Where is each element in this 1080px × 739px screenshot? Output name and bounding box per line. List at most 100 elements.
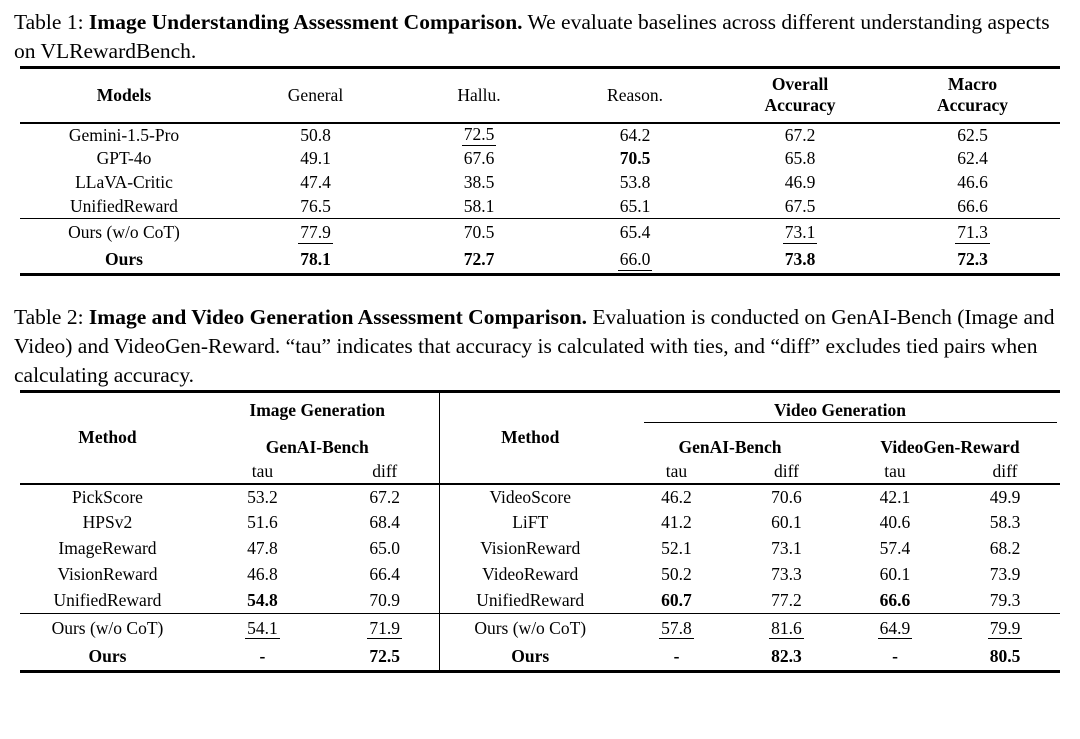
underlined-value: 71.9 [367,617,403,640]
cell-hallu: 72.7 [463,249,495,270]
cell-method: UnifiedReward [53,589,162,610]
cell-diff: 71.9 [329,613,441,643]
cell-reason: 70.5 [619,148,651,169]
cell-diff: 73.1 [771,538,802,559]
table2-group-image-generation: Image Generation [194,391,441,428]
underlined-value: 77.9 [298,221,333,244]
table1-ours: Ours (w/o CoT) 77.9 70.5 65.4 73.1 71.3 … [20,219,1060,275]
table1-col-hallu: Hallu. [457,84,501,105]
cell-general: 50.8 [300,124,331,145]
cell-macro: 46.6 [957,172,988,193]
cell-reason: 53.8 [619,172,651,193]
cell-general: 47.4 [300,172,331,193]
cell-tau: 46.2 [661,486,692,507]
cell-diff: 49.9 [989,486,1021,507]
cell-diff: 60.1 [771,512,802,533]
table-row: HPSv2 51.6 68.4 LiFT 41.2 60.1 40.6 58.3 [20,509,1060,536]
cell-model: UnifiedReward [70,195,178,216]
underlined-value: 72.5 [461,124,497,146]
table1-col-macro: Macro Accuracy [885,68,1060,123]
table2-group-video-generation: Video Generation [620,392,1060,428]
cell-method: Ours (w/o CoT) [474,617,587,638]
cell-tau: 46.8 [247,564,278,585]
cell-tau: 54.8 [247,589,278,610]
underlined-value: 81.6 [769,617,804,640]
cell-hallu: 67.6 [463,148,495,169]
cell-overall: 46.9 [784,172,816,193]
cell-diff: 65.0 [329,535,441,562]
table-row: Ours (w/o CoT) 77.9 70.5 65.4 73.1 71.3 [20,219,1060,247]
table2-bench-videogen-reward: VideoGen-Reward [880,436,1020,457]
table-row: PickScore 53.2 67.2 VideoScore 46.2 70.6… [20,483,1060,510]
cell-tau: 66.6 [879,589,911,610]
cell-macro: 66.6 [957,195,988,216]
cell-model: GPT-4o [96,148,152,169]
cell-method: HPSv2 [82,512,133,533]
table-row: GPT-4o 49.1 67.6 70.5 65.8 62.4 [20,147,1060,171]
table-row: Gemini-1.5-Pro 50.8 72.5 64.2 67.2 62.5 [20,123,1060,147]
cell-method: VisionReward [57,564,158,585]
cell-model: Ours [105,249,143,270]
table1: Models General Hallu. Reason. Overall Ac… [20,66,1060,277]
cell-overall: 73.8 [784,249,816,270]
cell-tau: 60.1 [879,564,911,585]
underlined-value: 73.1 [782,221,818,244]
cell-diff: 80.5 [989,645,1021,666]
cell-tau: 57.8 [620,614,733,643]
video-generation-rule [643,421,1058,423]
table-row: UnifiedReward 76.5 58.1 65.1 67.5 66.6 [20,195,1060,219]
cell-method: PickScore [71,486,143,507]
cell-diff: 67.2 [329,483,441,510]
cell-diff: 79.3 [989,589,1021,610]
table2-group-video-generation-label: Video Generation [773,399,907,420]
table2: Method Image Generation Method Video Gen… [19,390,1061,674]
cell-diff: 82.3 [771,645,802,666]
cell-tau: 51.6 [247,512,278,533]
underlined-value: 71.3 [955,221,990,244]
cell-tau: 64.9 [840,614,950,643]
cell-method: UnifiedReward [476,589,585,610]
table-row: VisionReward 46.8 66.4 VideoReward 50.2 … [20,561,1060,588]
table2-header-row1: Method Image Generation Method Video Gen… [20,391,1060,447]
table2-caption-text: Evaluation is conducted on GenAI-Bench (… [14,305,1055,388]
cell-hallu: 38.5 [463,172,495,193]
cell-diff: 58.3 [989,512,1021,533]
cell-model: LLaVA-Critic [75,172,173,193]
cell-overall: 67.5 [784,195,816,216]
table2-baselines: PickScore 53.2 67.2 VideoScore 46.2 70.6… [19,483,1061,614]
table-row: LLaVA-Critic 47.4 38.5 53.8 46.9 46.6 [20,171,1060,195]
cell-tau: 53.2 [247,486,278,507]
table2-col-method-left: Method [78,427,137,448]
cell-general: 77.9 [228,219,403,247]
cell-diff: 68.4 [329,509,441,536]
cell-diff: 73.3 [771,564,802,585]
cell-diff: 68.2 [989,538,1021,559]
table2-header-row2: GenAI-Bench GenAI-Bench VideoGen-Reward [20,427,1060,460]
underlined-value: 79.9 [987,617,1023,640]
underlined-value: 57.8 [659,617,694,640]
table1-col-models: Models [96,84,152,105]
cell-tau: - [259,645,266,666]
table2-ours: Ours (w/o CoT) 54.1 71.9 Ours (w/o CoT) … [20,613,1060,672]
cell-tau: 47.8 [247,538,278,559]
table1-caption: Table 1: Image Understanding Assessment … [0,0,1080,66]
cell-general: 49.1 [300,148,331,169]
underlined-value: 66.0 [617,248,653,271]
table-row: ImageReward 47.8 65.0 VisionReward 52.1 … [20,535,1060,562]
table1-caption-text: We evaluate baselines across different u… [14,10,1050,64]
cell-diff: 81.6 [733,614,840,643]
table1-caption-label: Table 1: [14,10,84,34]
cell-method: Ours (w/o CoT) [51,617,164,638]
cell-diff: 79.9 [950,614,1060,643]
cell-tau: 57.4 [879,538,911,559]
cell-hallu: 72.5 [403,123,555,147]
cell-diff: 73.9 [989,564,1021,585]
cell-hallu: 58.1 [463,195,495,216]
cell-method: VisionReward [480,538,581,559]
cell-macro: 72.3 [957,249,988,270]
table1-col-reason: Reason. [607,84,663,105]
table2-bench-genai-left: GenAI-Bench [194,427,441,460]
cell-overall: 73.1 [715,219,885,247]
cell-method: Ours [511,645,550,666]
table1-col-macro-label: Macro Accuracy [937,73,1008,116]
